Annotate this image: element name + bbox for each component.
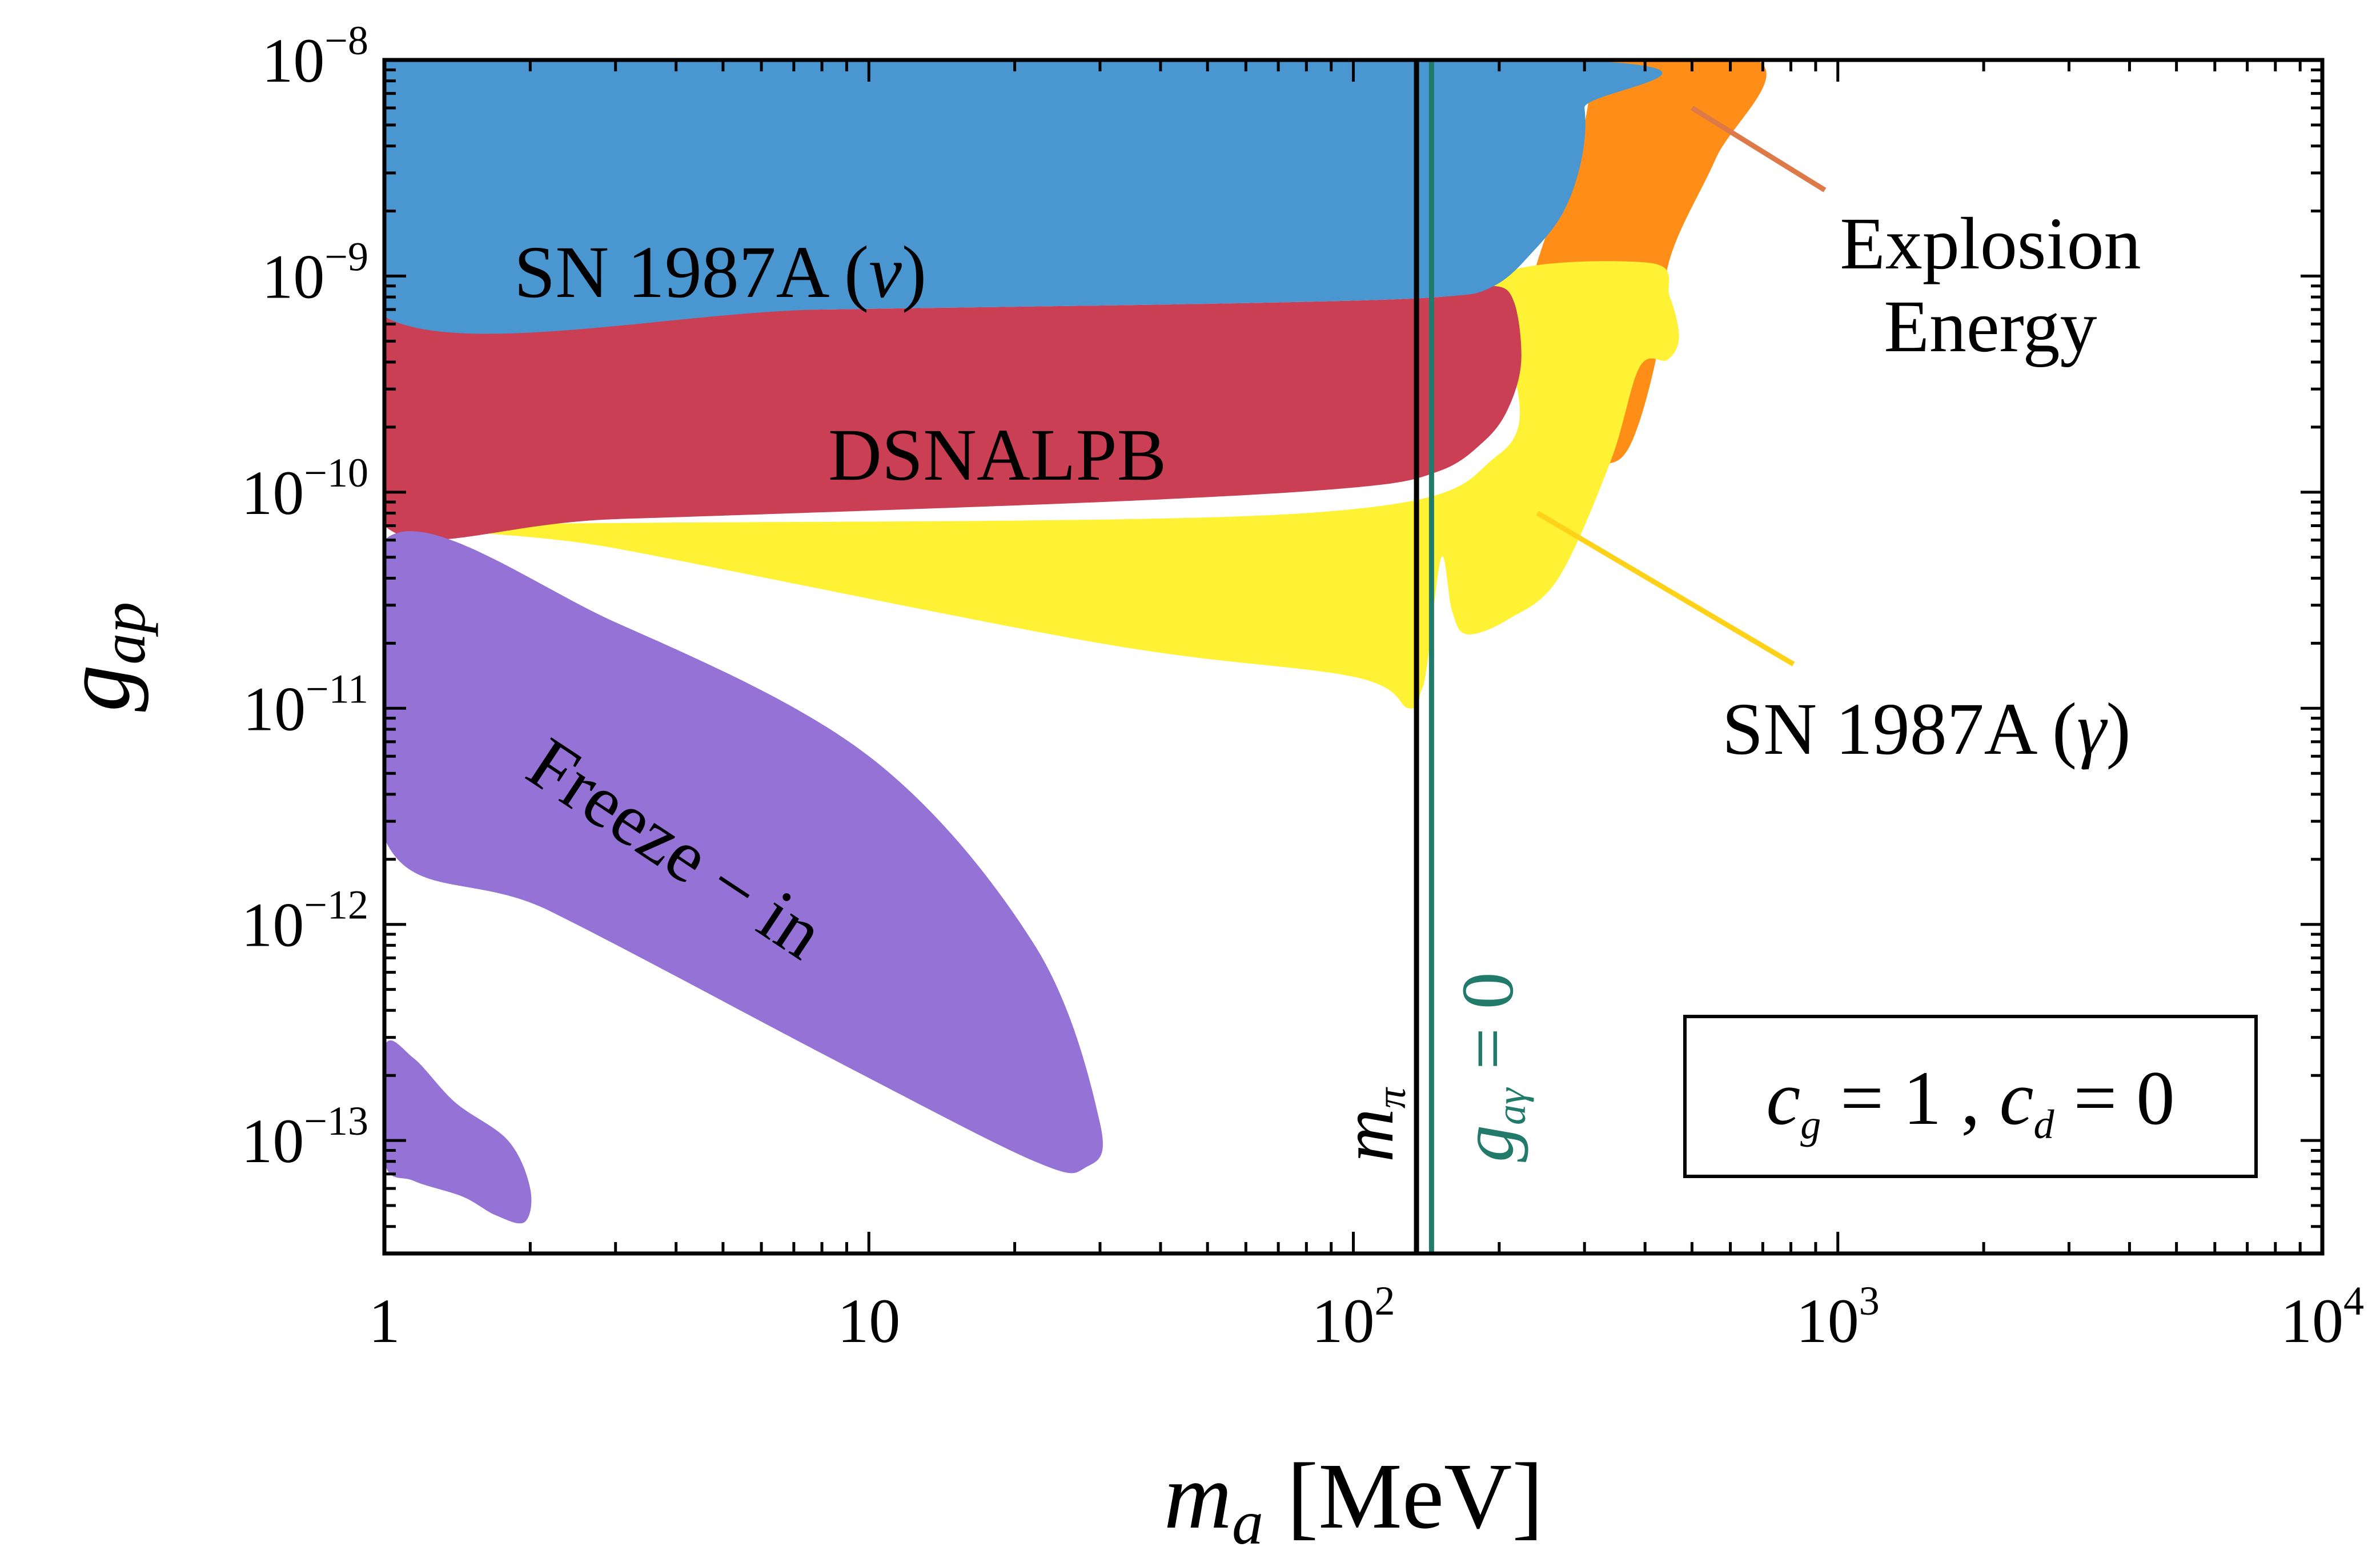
region-freeze-in-4 — [384, 531, 1103, 1174]
region-dsnalpb-2 — [384, 286, 1522, 540]
label-explosion-energy-line1: Explosion — [1840, 203, 2141, 285]
region-layer — [384, 60, 1767, 1224]
x-tick-label: 104 — [2281, 1278, 2364, 1356]
x-tick-label: 103 — [1796, 1278, 1880, 1356]
label-m-pi: mπ — [1327, 1087, 1414, 1162]
label-dsnalpb: DSNALPB — [828, 414, 1166, 496]
sn-gamma-pointer — [1536, 511, 1795, 666]
tick-label-layer: 1 10 102 103 104 10−8 10−9 10−10 10−11 10−12 10−13 — [241, 18, 2364, 1356]
y-axis-title: gap — [45, 602, 158, 712]
x-axis-title: ma [MeV] — [1164, 1444, 1543, 1557]
region-freeze-in-low-mass--5 — [384, 1040, 532, 1224]
vertical-line-layer — [1414, 60, 1434, 1253]
tick-layer — [383, 58, 2322, 1255]
label-explosion-energy-line2: Energy — [1884, 286, 2097, 368]
x-tick-label: 1 — [369, 1286, 400, 1356]
y-tick-label: 10−9 — [262, 234, 368, 311]
label-sn1987a-gamma: SN 1987A (γ) — [1722, 688, 2131, 770]
parameter-box-text: cg = 1 , cd = 0 — [1766, 1056, 2174, 1147]
label-g-agamma-zero: gaγ = 0 — [1447, 972, 1534, 1162]
label-sn1987a-nu: SN 1987A (ν) — [514, 231, 926, 314]
x-tick-label: 102 — [1312, 1278, 1395, 1356]
y-tick-label: 10−10 — [241, 450, 368, 528]
explosion-energy-pointer — [1691, 106, 1827, 192]
x-tick-label: 10 — [837, 1286, 900, 1356]
region-sn-1987a--1 — [429, 261, 1679, 709]
y-tick-label: 10−11 — [243, 666, 368, 744]
pointer-layer — [1536, 106, 1827, 666]
y-tick-label: 10−12 — [241, 882, 368, 960]
region-sn-1987a--3 — [384, 60, 1663, 334]
parameter-box: cg = 1 , cd = 0 — [1683, 1015, 2258, 1178]
y-tick-label: 10−13 — [241, 1098, 368, 1176]
parameter-box-frame — [1683, 1015, 2258, 1178]
y-tick-label: 10−8 — [262, 18, 368, 95]
